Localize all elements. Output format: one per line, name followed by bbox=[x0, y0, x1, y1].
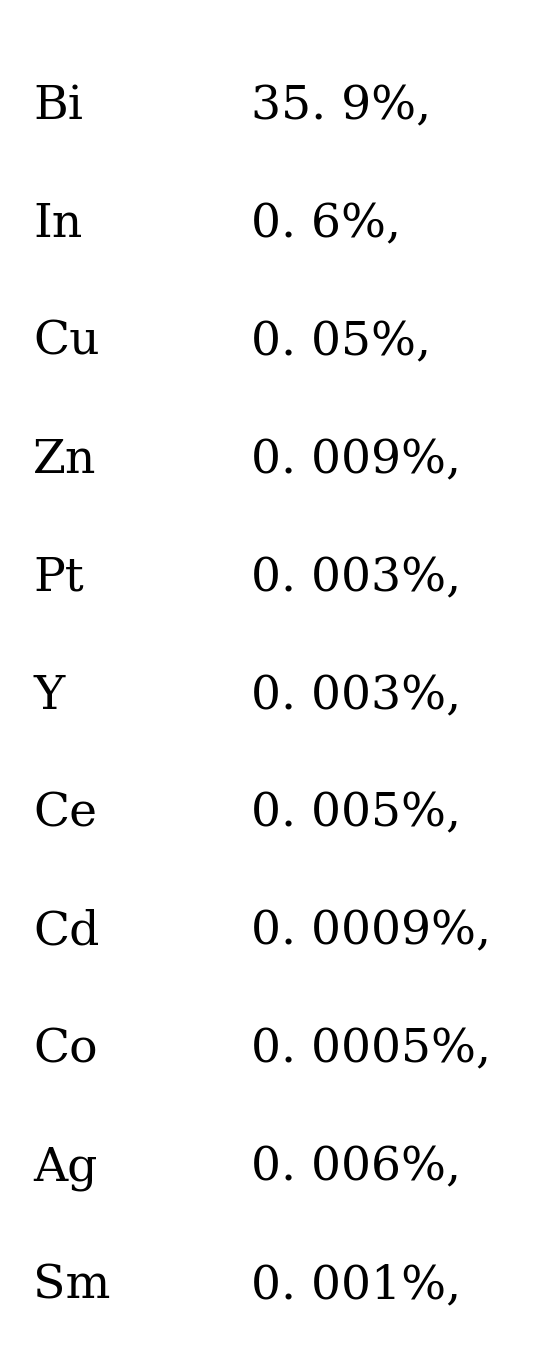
Text: Cd: Cd bbox=[33, 910, 100, 955]
Text: Cu: Cu bbox=[33, 319, 100, 365]
Text: Y: Y bbox=[33, 673, 65, 719]
Text: Ag: Ag bbox=[33, 1145, 98, 1191]
Text: In: In bbox=[33, 201, 83, 247]
Text: 0. 005%,: 0. 005%, bbox=[251, 792, 461, 837]
Text: 0. 05%,: 0. 05%, bbox=[251, 319, 431, 365]
Text: 0. 0009%,: 0. 0009%, bbox=[251, 910, 491, 955]
Text: 0. 003%,: 0. 003%, bbox=[251, 673, 461, 719]
Text: 0. 0005%,: 0. 0005%, bbox=[251, 1028, 491, 1073]
Text: 0. 6%,: 0. 6%, bbox=[251, 201, 400, 247]
Text: Co: Co bbox=[33, 1028, 98, 1073]
Text: 0. 009%,: 0. 009%, bbox=[251, 438, 461, 483]
Text: Sm: Sm bbox=[33, 1264, 111, 1309]
Text: 0. 001%,: 0. 001%, bbox=[251, 1264, 461, 1309]
Text: 35. 9%,: 35. 9%, bbox=[251, 84, 431, 128]
Text: Zn: Zn bbox=[33, 438, 97, 483]
Text: 0. 003%,: 0. 003%, bbox=[251, 556, 461, 600]
Text: 0. 006%,: 0. 006%, bbox=[251, 1145, 461, 1191]
Text: Bi: Bi bbox=[33, 84, 84, 128]
Text: Pt: Pt bbox=[33, 556, 84, 600]
Text: Ce: Ce bbox=[33, 792, 97, 837]
